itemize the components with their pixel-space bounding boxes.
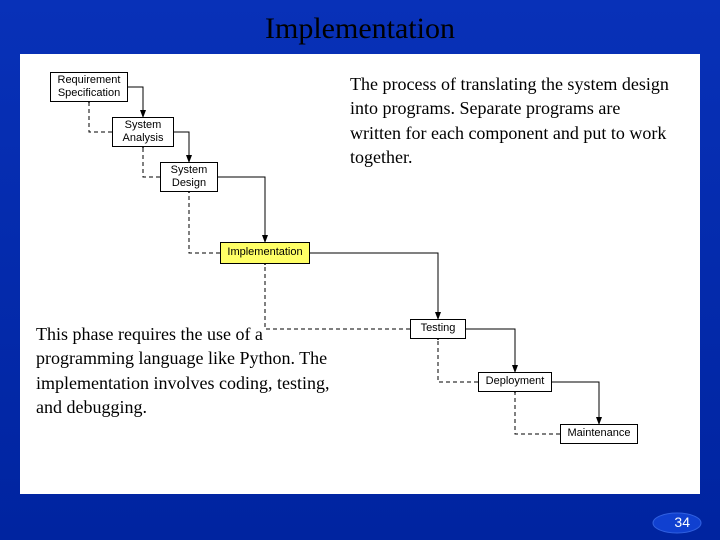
slide-title: Implementation xyxy=(0,0,720,54)
flow-node-design: System Design xyxy=(160,162,218,192)
flow-node-req: Requirement Specification xyxy=(50,72,128,102)
description-bottom: This phase requires the use of a program… xyxy=(36,322,336,419)
flow-node-maint: Maintenance xyxy=(560,424,638,444)
flow-node-deploy: Deployment xyxy=(478,372,552,392)
description-top: The process of translating the system de… xyxy=(350,72,670,169)
flow-node-test: Testing xyxy=(410,319,466,339)
flow-node-impl: Implementation xyxy=(220,242,310,264)
content-area: Requirement Specification System Analysis… xyxy=(20,54,700,494)
flow-node-anal: System Analysis xyxy=(112,117,174,147)
page-number: 34 xyxy=(674,514,690,530)
